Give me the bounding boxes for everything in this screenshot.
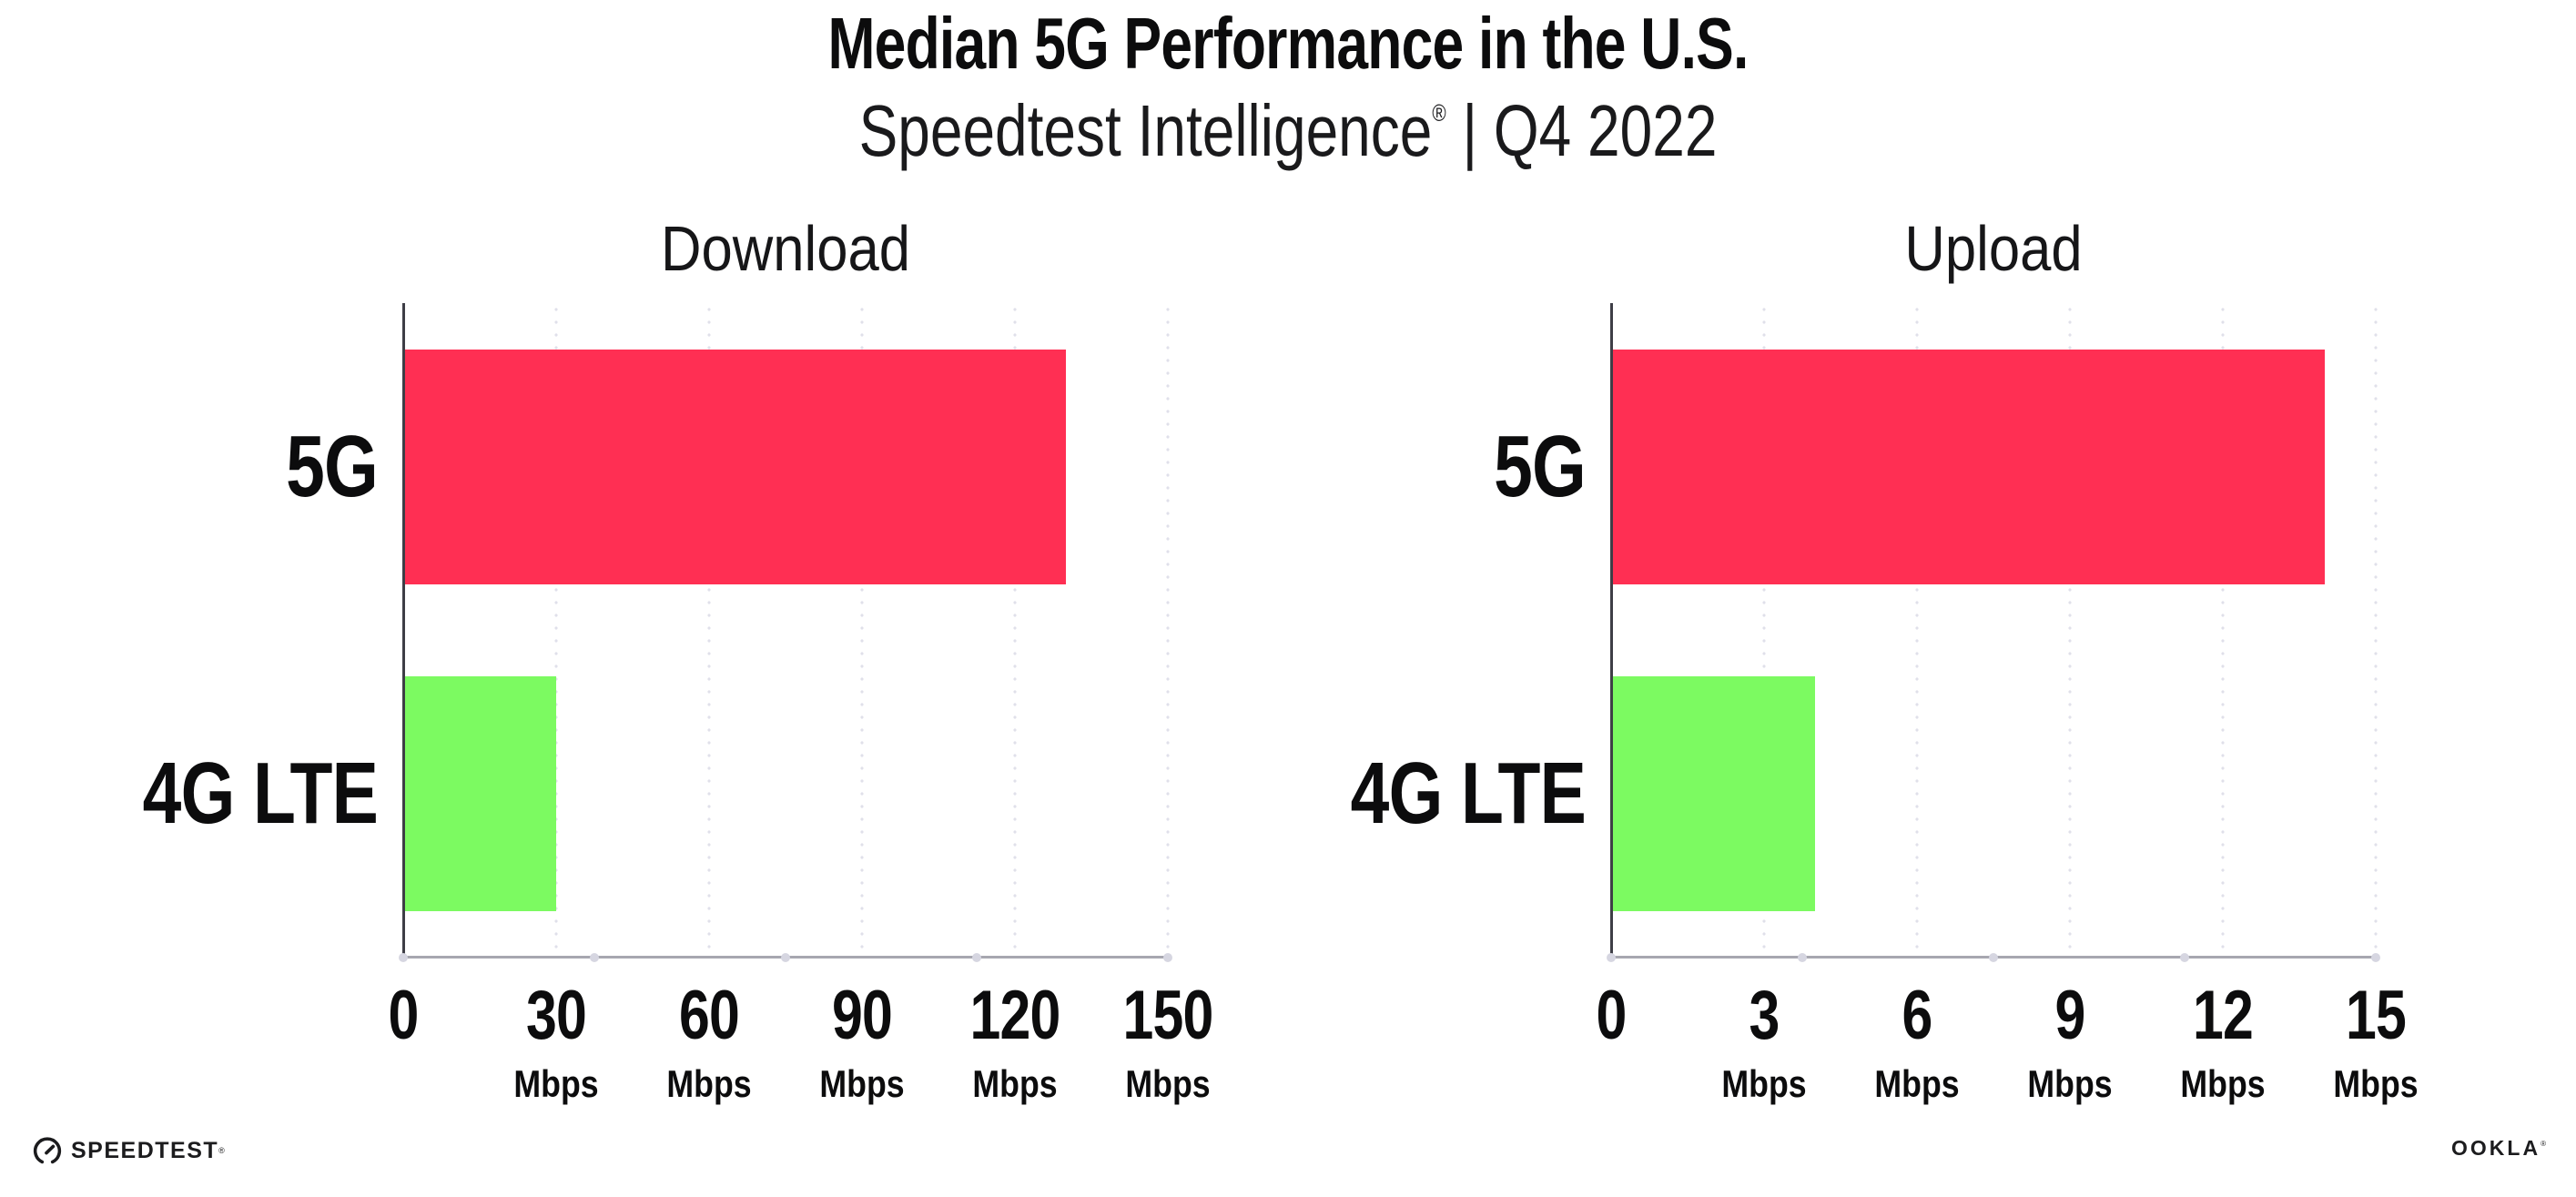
ookla-registered-mark: ®	[2541, 1140, 2549, 1148]
x-axis-line	[1607, 952, 2380, 962]
upload-chart: Upload 0 3 Mbps 6 Mbps 9 Mbps 12 Mbps 15 Mbps 5G 4G…	[1351, 209, 2419, 1197]
gridline	[2374, 303, 2378, 958]
bar-5g	[1611, 350, 2325, 584]
speedtest-logo: SPEEDTEST ®	[32, 1134, 225, 1167]
speedtest-gauge-icon	[33, 1137, 62, 1164]
gridline	[1915, 303, 1919, 958]
gridline	[1013, 303, 1017, 958]
bar-4g-lte	[403, 676, 556, 911]
x-tick-label: 3 Mbps	[1714, 981, 1814, 1103]
gridline	[860, 303, 864, 958]
y-axis-line	[402, 303, 405, 958]
category-label: 5G	[286, 418, 379, 515]
gridline	[2221, 303, 2225, 958]
x-tick-label: 6 Mbps	[1867, 981, 1967, 1103]
gridline	[1166, 303, 1170, 958]
x-tick-value: 3	[1749, 977, 1780, 1054]
x-tick-label: 12 Mbps	[2173, 981, 2273, 1103]
page-title: Median 5G Performance in the U.S.	[827, 3, 1749, 84]
registered-trademark-symbol: ®	[1432, 99, 1446, 127]
axis-tick-dot	[2371, 952, 2380, 962]
x-tick-value: 6	[1902, 977, 1932, 1054]
x-tick-unit: Mbps	[819, 1062, 905, 1105]
gridline	[554, 303, 558, 958]
x-tick-unit: Mbps	[513, 1062, 599, 1105]
x-tick-label: 0	[1592, 981, 1629, 1050]
x-tick-unit: Mbps	[2027, 1062, 2113, 1105]
gridline	[2068, 303, 2072, 958]
axis-tick-dot	[1798, 952, 1807, 962]
chart-title-upload: Upload	[1904, 213, 2083, 284]
x-tick-value: 15	[2345, 977, 2407, 1054]
x-axis-line	[399, 952, 1172, 962]
bar-5g	[403, 350, 1066, 584]
axis-tick-dot	[590, 952, 599, 962]
axis-tick-dot	[972, 952, 981, 962]
x-tick-label: 9 Mbps	[2020, 981, 2120, 1103]
category-label: 4G LTE	[1350, 745, 1587, 842]
x-tick-unit: Mbps	[1721, 1062, 1807, 1105]
subtitle-brand: Speedtest Intelligence	[858, 90, 1433, 171]
x-tick-labels: 0 30 Mbps 60 Mbps 90 Mbps 120 Mbps 150 Mbps	[388, 981, 1213, 1145]
x-tick-unit: Mbps	[2333, 1062, 2419, 1105]
axis-tick-dot	[1607, 952, 1616, 962]
y-axis-line	[1610, 303, 1613, 958]
x-tick-labels: 0 3 Mbps 6 Mbps 9 Mbps 12 Mbps 15 Mbps	[1596, 981, 2418, 1145]
x-tick-unit: Mbps	[666, 1062, 752, 1105]
download-chart: Download 0 30 Mbps 60 Mbps 90 Mbps 120 Mbps 150 Mb…	[143, 209, 1214, 1197]
x-tick-value: 150	[1122, 977, 1213, 1054]
plot-area	[399, 303, 1172, 962]
x-tick-value: 0	[388, 977, 419, 1054]
axis-tick-dot	[399, 952, 408, 962]
page-subtitle: Speedtest Intelligence® | Q4 2022	[258, 93, 2318, 169]
x-tick-value: 9	[2054, 977, 2085, 1054]
x-tick-value: 0	[1596, 977, 1627, 1054]
plot-area	[1607, 303, 2380, 962]
x-tick-value: 90	[831, 977, 893, 1054]
x-tick-unit: Mbps	[972, 1062, 1058, 1105]
x-tick-value: 12	[2192, 977, 2254, 1054]
axis-tick-dot	[2180, 952, 2189, 962]
x-tick-label: 0	[384, 981, 421, 1050]
ookla-logo: OOKLA®	[2451, 1138, 2549, 1159]
x-tick-label: 120 Mbps	[958, 981, 1071, 1103]
chart-title-download: Download	[661, 213, 910, 284]
x-tick-label: 150 Mbps	[1111, 981, 1224, 1103]
speedtest-wordmark: SPEEDTEST	[71, 1137, 219, 1163]
x-tick-unit: Mbps	[1874, 1062, 1960, 1105]
x-tick-label: 90 Mbps	[812, 981, 912, 1103]
x-tick-label: 60 Mbps	[659, 981, 759, 1103]
x-tick-label: 15 Mbps	[2326, 981, 2426, 1103]
speedtest-registered-mark: ®	[218, 1146, 225, 1155]
subtitle-period: | Q4 2022	[1445, 90, 1718, 171]
gridline	[707, 303, 711, 958]
bar-4g-lte	[1611, 676, 1815, 911]
gridline	[1762, 303, 1766, 958]
x-tick-value: 30	[525, 977, 587, 1054]
category-label: 5G	[1494, 418, 1587, 515]
ookla-wordmark: OOKLA	[2451, 1136, 2541, 1160]
axis-tick-dot	[781, 952, 790, 962]
x-tick-value: 120	[969, 977, 1060, 1054]
category-label: 4G LTE	[142, 745, 379, 842]
x-tick-unit: Mbps	[1125, 1062, 1211, 1105]
axis-tick-dot	[1989, 952, 1998, 962]
axis-tick-dot	[1163, 952, 1172, 962]
x-tick-value: 60	[678, 977, 740, 1054]
x-tick-label: 30 Mbps	[506, 981, 606, 1103]
x-tick-unit: Mbps	[2180, 1062, 2266, 1105]
